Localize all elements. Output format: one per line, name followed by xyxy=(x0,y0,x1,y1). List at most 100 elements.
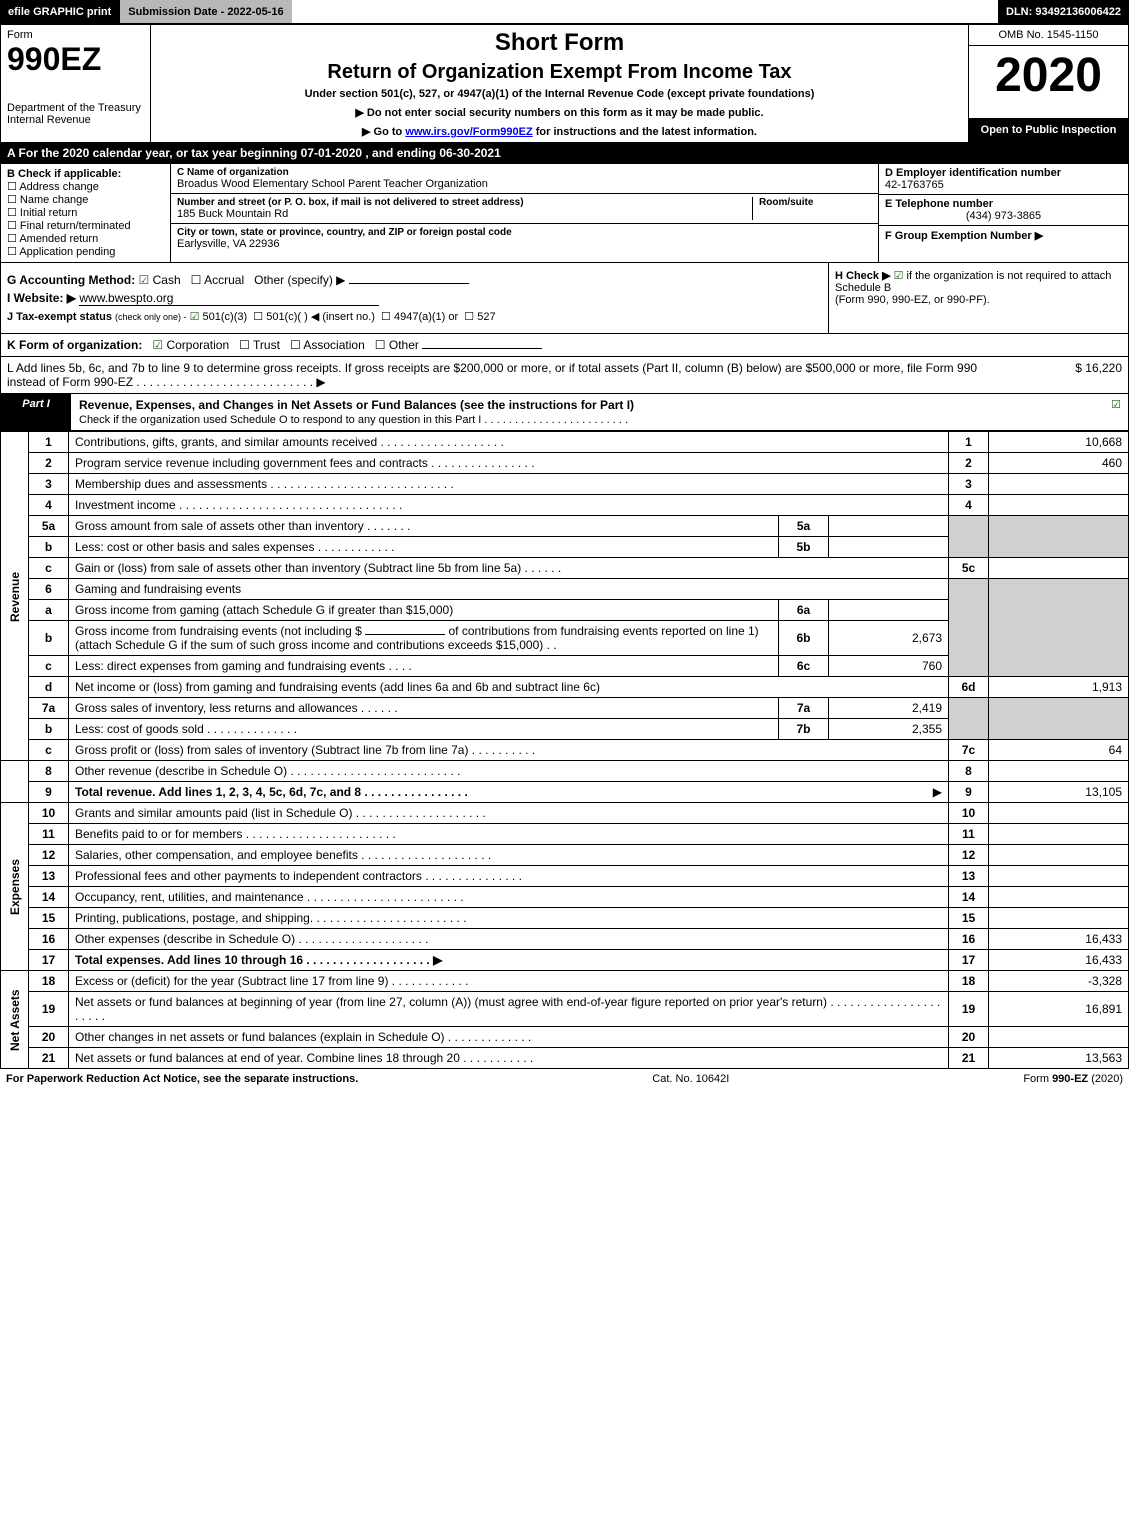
line-num: 9 xyxy=(29,782,69,803)
block-b-checkboxes: B Check if applicable: Address change Na… xyxy=(1,164,171,262)
h-forms: (Form 990, 990-EZ, or 990-PF). xyxy=(835,294,1122,306)
line-num: 17 xyxy=(29,950,69,971)
sub-val xyxy=(829,600,949,621)
g-other-label: Other (specify) ▶ xyxy=(254,273,345,287)
g-other-input[interactable] xyxy=(349,283,469,284)
part1-check[interactable] xyxy=(1104,394,1128,430)
col-num: 8 xyxy=(949,761,989,782)
block-b-f: B Check if applicable: Address change Na… xyxy=(0,164,1129,263)
irs-link[interactable]: www.irs.gov/Form990EZ xyxy=(405,126,532,138)
instr-goto: ▶ Go to www.irs.gov/Form990EZ for instru… xyxy=(157,125,962,138)
col-val xyxy=(989,474,1129,495)
chk-application-pending[interactable]: Application pending xyxy=(7,245,164,258)
line-desc: Program service revenue including govern… xyxy=(69,453,949,474)
line-num: 1 xyxy=(29,432,69,453)
footer-right-prefix: Form xyxy=(1023,1073,1052,1085)
col-val xyxy=(989,1027,1129,1048)
chk-4947[interactable]: 4947(a)(1) or xyxy=(381,311,458,323)
chk-501c[interactable]: 501(c)( ) ◀ (insert no.) xyxy=(253,311,375,323)
col-num: 1 xyxy=(949,432,989,453)
chk-other-org[interactable]: Other xyxy=(375,338,419,352)
chk-527[interactable]: 527 xyxy=(464,311,495,323)
col-val xyxy=(989,908,1129,929)
col-num: 6d xyxy=(949,677,989,698)
efile-print-button[interactable]: efile GRAPHIC print xyxy=(0,0,119,23)
table-row: 6 Gaming and fundraising events xyxy=(1,579,1129,600)
table-row: 13 Professional fees and other payments … xyxy=(1,866,1129,887)
i-website-row: I Website: ▶ www.bwespto.org xyxy=(7,291,822,306)
table-row: 21 Net assets or fund balances at end of… xyxy=(1,1048,1129,1069)
chk-501c3[interactable]: 501(c)(3) xyxy=(190,311,248,323)
block-b-center: C Name of organization Broadus Wood Elem… xyxy=(171,164,878,262)
d-label: D Employer identification number xyxy=(885,167,1122,179)
header-right: OMB No. 1545-1150 2020 Open to Public In… xyxy=(968,25,1128,142)
chk-schedule-o[interactable] xyxy=(1111,399,1121,411)
table-row: 4 Investment income . . . . . . . . . . … xyxy=(1,495,1129,516)
sub-val xyxy=(829,537,949,558)
g-label: G Accounting Method: xyxy=(7,273,135,287)
b-heading: B Check if applicable: xyxy=(7,168,164,180)
c-label: C Name of organization xyxy=(177,167,872,178)
side-net-assets: Net Assets xyxy=(1,971,29,1069)
col-val: 10,668 xyxy=(989,432,1129,453)
line-desc: Total revenue. Add lines 1, 2, 3, 4, 5c,… xyxy=(69,782,949,803)
table-row: 19 Net assets or fund balances at beginn… xyxy=(1,992,1129,1027)
top-bar-spacer xyxy=(292,0,998,23)
dept-label: Department of the Treasury xyxy=(7,102,144,114)
sub-box: 6a xyxy=(779,600,829,621)
chk-cash[interactable]: Cash xyxy=(139,273,181,287)
line-num: 6 xyxy=(29,579,69,600)
side-revenue-cont xyxy=(1,761,29,803)
chk-address-change[interactable]: Address change xyxy=(7,180,164,193)
chk-trust[interactable]: Trust xyxy=(239,338,280,352)
table-row: Expenses 10 Grants and similar amounts p… xyxy=(1,803,1129,824)
j-sub: (check only one) - xyxy=(115,312,187,322)
table-row: Revenue 1 Contributions, gifts, grants, … xyxy=(1,432,1129,453)
col-num: 7c xyxy=(949,740,989,761)
col-val: 13,563 xyxy=(989,1048,1129,1069)
table-row: 16 Other expenses (describe in Schedule … xyxy=(1,929,1129,950)
f-group-cell: F Group Exemption Number ▶ xyxy=(879,226,1128,245)
line-num: b xyxy=(29,719,69,740)
table-row: 9 Total revenue. Add lines 1, 2, 3, 4, 5… xyxy=(1,782,1129,803)
line-desc: Printing, publications, postage, and shi… xyxy=(69,908,949,929)
l6b-blank[interactable] xyxy=(365,634,445,635)
arrow-icon: ▶ xyxy=(362,126,374,138)
line-num: c xyxy=(29,740,69,761)
room-label: Room/suite xyxy=(759,197,872,208)
k-label: K Form of organization: xyxy=(7,338,142,352)
chk-final-return[interactable]: Final return/terminated xyxy=(7,219,164,232)
line-num: 3 xyxy=(29,474,69,495)
part1-header: Part I Revenue, Expenses, and Changes in… xyxy=(0,394,1129,431)
line-num: 11 xyxy=(29,824,69,845)
line-desc: Occupancy, rent, utilities, and maintena… xyxy=(69,887,949,908)
chk-amended-return[interactable]: Amended return xyxy=(7,232,164,245)
chk-corporation[interactable]: Corporation xyxy=(152,338,229,352)
chk-h[interactable] xyxy=(894,270,907,282)
chk-association[interactable]: Association xyxy=(290,338,365,352)
line-desc: Investment income . . . . . . . . . . . … xyxy=(69,495,949,516)
table-row: 2 Program service revenue including gove… xyxy=(1,453,1129,474)
grey-cell xyxy=(989,698,1129,740)
col-val: 460 xyxy=(989,453,1129,474)
k-row: K Form of organization: Corporation Trus… xyxy=(0,334,1129,357)
chk-initial-return[interactable]: Initial return xyxy=(7,206,164,219)
line-num: 5a xyxy=(29,516,69,537)
line-desc: Contributions, gifts, grants, and simila… xyxy=(69,432,949,453)
col-num: 2 xyxy=(949,453,989,474)
g-accounting-row: G Accounting Method: Cash Accrual Other … xyxy=(7,273,822,287)
org-name: Broadus Wood Elementary School Parent Te… xyxy=(177,178,872,190)
col-num: 18 xyxy=(949,971,989,992)
k-other-input[interactable] xyxy=(422,348,542,349)
line-desc: Net income or (loss) from gaming and fun… xyxy=(69,677,949,698)
h-check-row: H Check ▶ if the organization is not req… xyxy=(835,269,1122,294)
sub-val: 2,355 xyxy=(829,719,949,740)
arrow-icon: ▶ xyxy=(933,785,942,799)
col-num: 4 xyxy=(949,495,989,516)
chk-accrual[interactable]: Accrual xyxy=(191,273,244,287)
city-label: City or town, state or province, country… xyxy=(177,227,872,238)
sub-box: 7a xyxy=(779,698,829,719)
line-desc: Gross profit or (loss) from sales of inv… xyxy=(69,740,949,761)
col-num: 9 xyxy=(949,782,989,803)
chk-name-change[interactable]: Name change xyxy=(7,193,164,206)
